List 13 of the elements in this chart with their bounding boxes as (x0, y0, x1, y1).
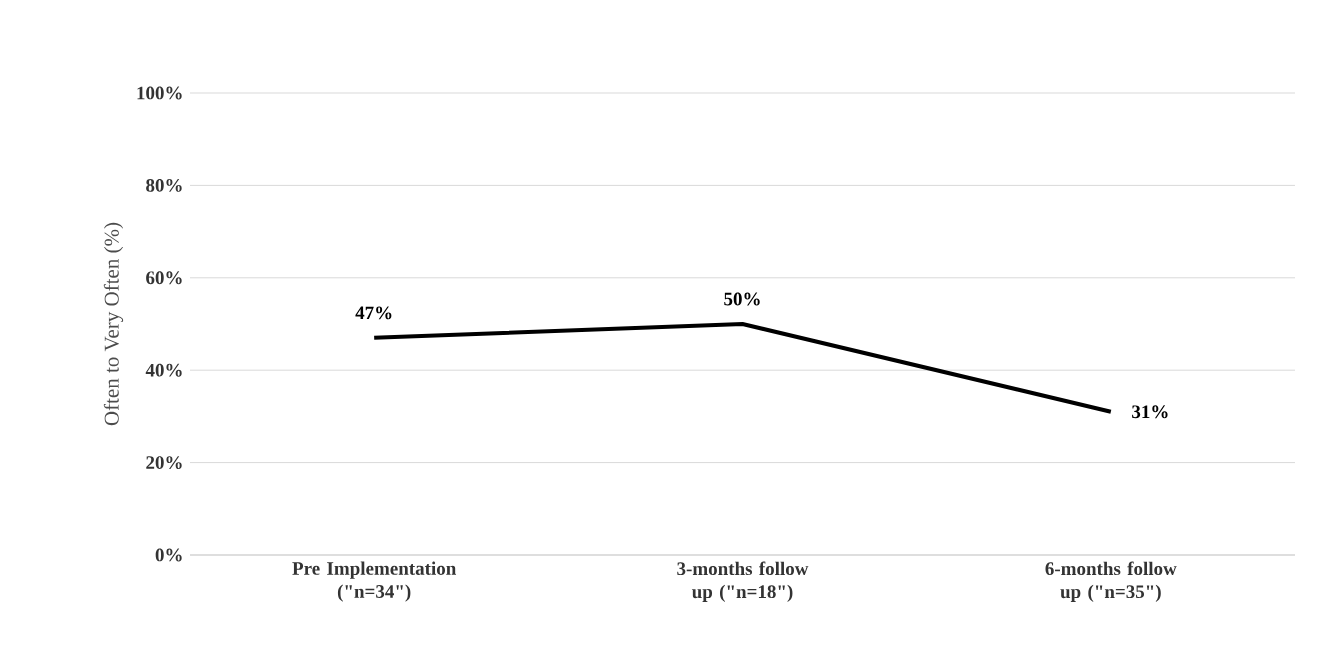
y-tick-label: 20% (146, 456, 182, 470)
y-tick-label: 60% (146, 271, 182, 285)
data-label: 47% (355, 306, 392, 320)
data-label: 50% (724, 292, 760, 306)
y-tick-label: 80% (146, 178, 182, 192)
y-tick-label: 100% (137, 86, 182, 100)
y-tick-label: 0% (155, 548, 182, 562)
y-tick-label: 40% (145, 363, 182, 377)
data-label: 31% (1132, 405, 1168, 419)
y-axis-title: Often to Very Often (%) (103, 222, 124, 426)
x-tick-label: 3-months follow up ("n=18") (677, 561, 809, 602)
x-tick-label: Pre Implementation ("n=34") (292, 561, 457, 602)
x-tick-label: 6-months follow up ("n=35") (1045, 561, 1177, 602)
